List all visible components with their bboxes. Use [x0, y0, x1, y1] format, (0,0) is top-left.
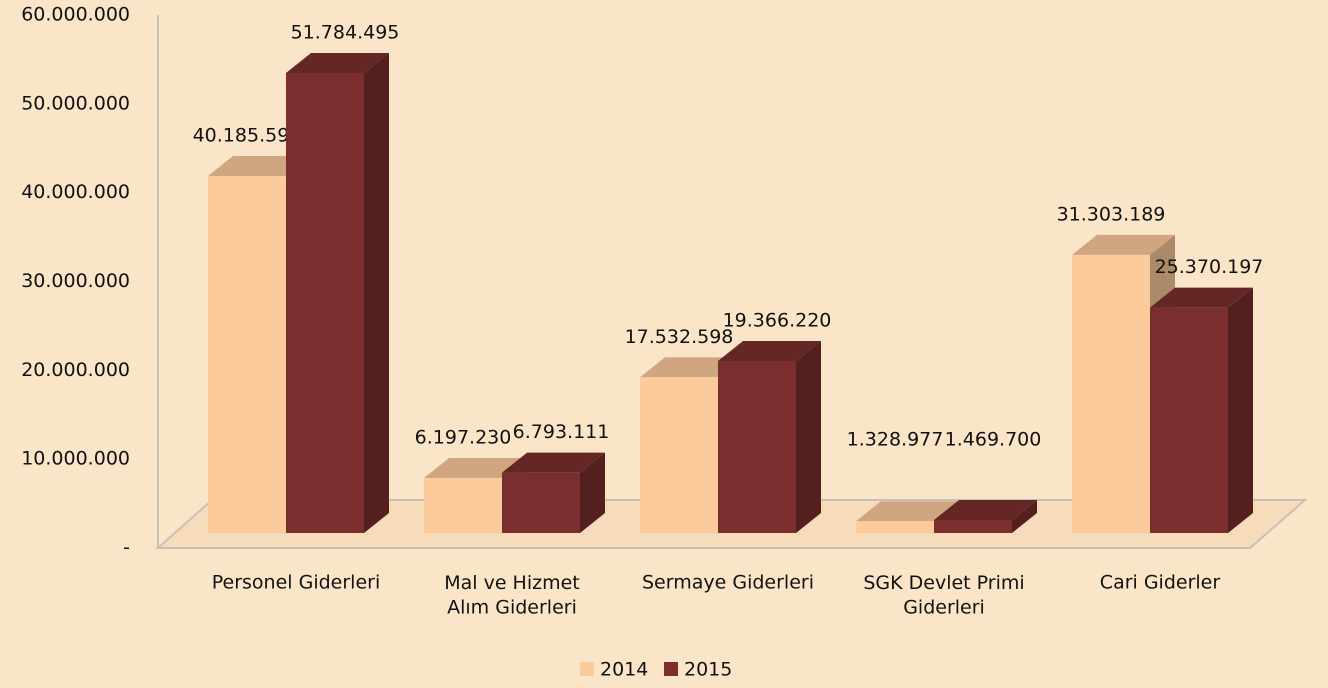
value-label: 19.366.220 [723, 309, 832, 331]
bar-side [580, 452, 605, 533]
bar-top [208, 156, 311, 177]
x-tick-label: Personel Giderleri [212, 572, 380, 594]
bar-top [1150, 287, 1253, 308]
legend-label: 2014 [600, 659, 648, 681]
bar-front [856, 521, 934, 533]
bar-front [718, 360, 796, 533]
bar-top [640, 357, 743, 378]
value-label: 40.185.594 [193, 125, 302, 147]
x-tick-label: SGK Devlet Primi Giderleri [863, 572, 1024, 619]
bar-top [502, 452, 605, 473]
bar [502, 452, 605, 533]
bar-side [796, 340, 821, 533]
bar-top [934, 499, 1037, 520]
value-label: 51.784.495 [291, 21, 400, 43]
x-tick-label: Cari Giderler [1100, 572, 1221, 594]
bar-top [718, 340, 821, 361]
value-label: 31.303.189 [1057, 203, 1166, 225]
legend-swatch [580, 662, 594, 676]
bar-top [286, 52, 389, 73]
bar-front [640, 377, 718, 533]
bar [286, 52, 389, 533]
y-tick-label: 40.000.000 [21, 181, 130, 203]
y-tick-label: - [123, 537, 130, 559]
y-tick-label: 50.000.000 [21, 92, 130, 114]
bar [934, 499, 1037, 533]
bar-front [208, 176, 286, 533]
value-label: 1.469.700 [945, 429, 1042, 451]
bar [718, 340, 821, 533]
bar [1150, 287, 1253, 533]
bar-front [1150, 307, 1228, 533]
bar-front [502, 472, 580, 533]
x-tick-label: Sermaye Giderleri [642, 572, 814, 594]
value-label: 6.793.111 [513, 421, 610, 443]
value-label: 17.532.598 [625, 326, 734, 348]
bar-top [1072, 234, 1175, 255]
bar-front [424, 477, 502, 533]
legend-label: 2015 [684, 659, 732, 681]
bar-top [856, 501, 959, 522]
value-label: 1.328.977 [847, 429, 944, 451]
bar-front [286, 72, 364, 533]
bar-side [1012, 499, 1037, 533]
bar-front [1072, 254, 1150, 533]
value-label: 25.370.197 [1155, 256, 1264, 278]
value-label: 6.197.230 [415, 426, 512, 448]
bar-side [364, 52, 389, 533]
legend-swatch [664, 662, 678, 676]
x-tick-label: Mal ve Hizmet Alım Giderleri [444, 572, 580, 619]
y-tick-label: 60.000.000 [21, 4, 130, 26]
bar-top [424, 457, 527, 478]
y-tick-label: 10.000.000 [21, 448, 130, 470]
bar-front [934, 519, 1012, 533]
y-tick-label: 20.000.000 [21, 359, 130, 381]
bar-side [1228, 287, 1253, 533]
y-tick-label: 30.000.000 [21, 270, 130, 292]
